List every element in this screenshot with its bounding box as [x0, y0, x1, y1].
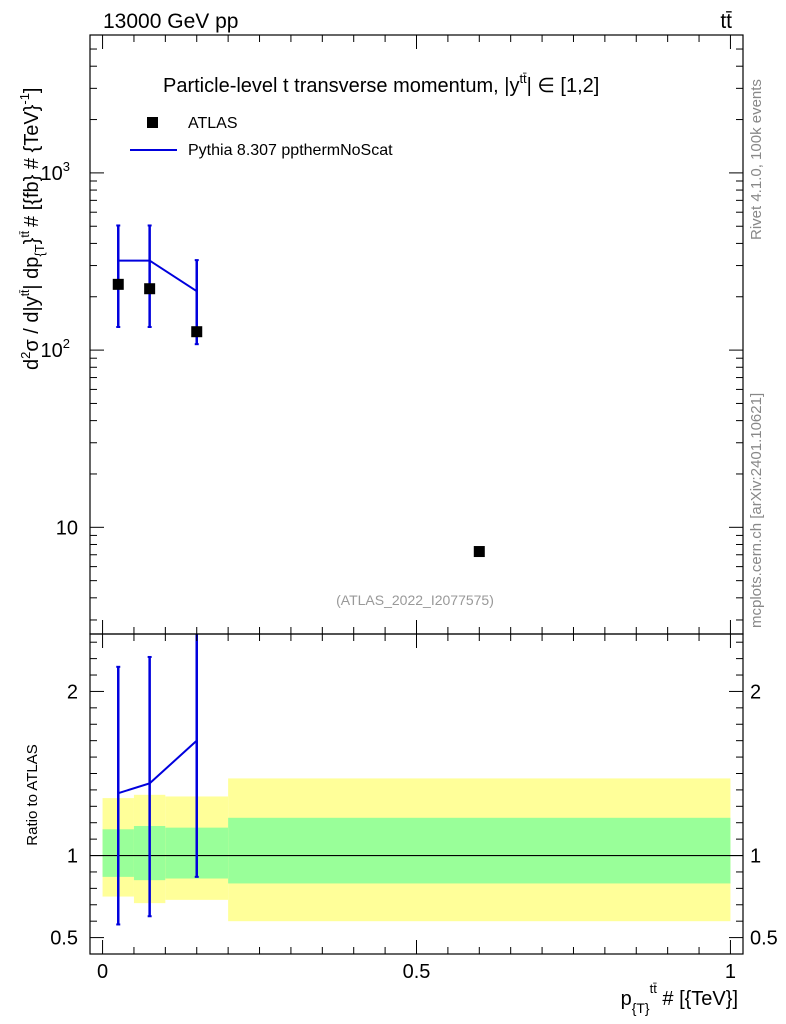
main-ylabel: d2σ / d|ytt̄| dp{T}tt̄# [{fb} # {TeV}-1]	[17, 88, 47, 371]
ratio-ylabel: Ratio to ATLAS	[24, 744, 41, 845]
atlas-data-point	[144, 283, 156, 295]
ratio-series-group	[116, 634, 199, 926]
ratio-panel: 0.5 0.5 1 1 2 2 0 0.5 1 Ratio to ATLAS p{T}tt̄ #…	[24, 633, 778, 1016]
ylabel-sigma: σ / d|y	[21, 296, 43, 351]
ratio-frame	[89, 633, 744, 955]
title-y-superscript: tt̄	[519, 71, 527, 86]
ratio-xtick-label: 0	[97, 961, 108, 983]
atlas-data-point	[112, 278, 124, 290]
title-prefix: Particle-level t	[163, 75, 289, 97]
ylabel-brace: }	[21, 237, 43, 244]
ylabel-d: d	[21, 359, 43, 370]
atlas-data-point	[191, 326, 203, 338]
xlabel-p: p	[621, 988, 632, 1010]
rivet-label: Rivet 4.1.0, 100k events	[748, 79, 765, 240]
header-left-label: 13000 GeV pp	[103, 10, 238, 33]
ylabel-sup-tt2: tt̄	[18, 230, 32, 237]
xlabel-rest: # [{TeV}]	[657, 988, 738, 1010]
pythia-line	[118, 259, 198, 293]
analysis-watermark: (ATLAS_2022_I2077575)	[336, 592, 494, 608]
main-ytick-label: 102	[41, 336, 70, 362]
title-suffix: | ∈ [1,2]	[527, 75, 600, 97]
ylabel-sub-T: {T	[32, 244, 47, 256]
ratio-pythia-line	[117, 739, 198, 795]
legend-atlas-label: ATLAS	[188, 115, 238, 132]
main-ytick-exponent: 2	[63, 336, 70, 351]
ratio-xlabel: p{T}tt̄ # [{TeV}]	[621, 981, 738, 1016]
ratio-axis-ticks: 0.5 0.5 1 1 2 2 0 0.5 1	[50, 634, 778, 983]
legend-pythia-label: Pythia 8.307 ppthermNoScat	[188, 142, 393, 159]
main-ytick-label: 103	[41, 159, 70, 185]
main-title: Particle-level t transverse momentum, |y…	[163, 71, 599, 97]
ratio-ytick-label-left: 2	[67, 681, 78, 703]
ratio-xtick-label: 0.5	[403, 961, 431, 983]
ylabel-dp: | dp	[21, 257, 43, 290]
title-y: y	[509, 75, 519, 97]
ylabel-sup-tt: tt̄	[18, 289, 32, 296]
ylabel-close: ]	[21, 88, 43, 94]
ratio-ytick-label-left: 1	[67, 846, 78, 868]
ratio-ytick-label-right: 2	[750, 681, 761, 703]
xlabel-sub: {T}	[632, 1000, 650, 1016]
header-right-label: tt̄	[720, 10, 732, 33]
main-series-group	[112, 224, 485, 558]
main-panel: 10 102 103 Particle-level t transverse mom…	[17, 34, 744, 635]
main-ytick-exponent: 3	[63, 159, 70, 174]
atlas-data-point	[473, 546, 485, 558]
ratio-ytick-label-right: 1	[750, 846, 761, 868]
ratio-ytick-label-left: 0.5	[50, 928, 78, 950]
main-ytick-label: 10	[56, 517, 78, 539]
title-middle: transverse momentum, |	[289, 75, 510, 97]
main-axis-ticks: 10 102 103	[41, 34, 743, 634]
mcplots-label: mcplots.cern.ch [arXiv:2401.10621]	[748, 393, 765, 628]
ylabel-sup-2: 2	[18, 352, 33, 359]
ratio-band-inner	[228, 817, 731, 884]
ylabel-units: # [{fb} # {TeV}	[21, 104, 43, 227]
xlabel-sup: tt̄	[650, 981, 658, 996]
ylabel-sup-minus1: -1	[17, 93, 32, 105]
ratio-xtick-label: 1	[725, 961, 736, 983]
legend-atlas-marker	[147, 117, 158, 128]
ratio-ytick-label-right: 0.5	[750, 928, 778, 950]
